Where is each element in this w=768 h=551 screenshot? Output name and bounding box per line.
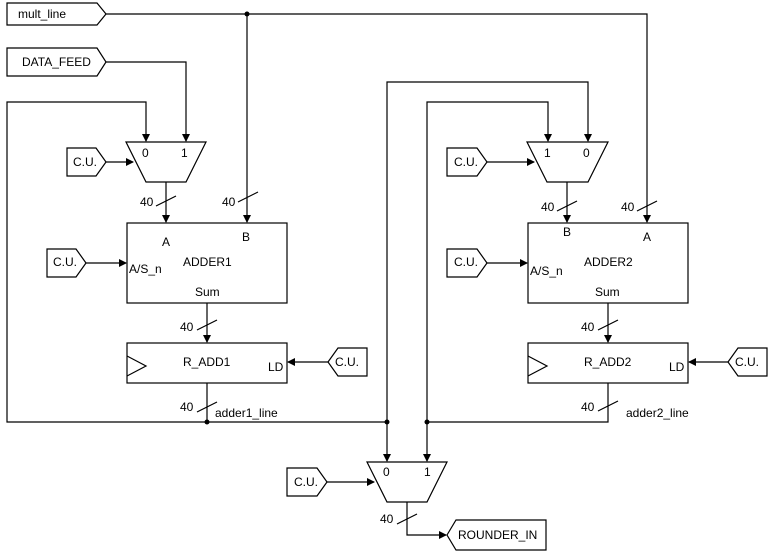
cu-mux2: C.U. (446, 147, 488, 177)
reg-add1-ld: LD (268, 360, 284, 374)
bus-width-reg1-out: 40 (180, 400, 194, 414)
cu-mux3-label: C.U. (294, 475, 318, 489)
port-rounder-in-label: ROUNDER_IN (458, 528, 537, 542)
bus-width-reg2-out: 40 (581, 400, 595, 414)
cu-adder1-label: C.U. (53, 255, 77, 269)
cu-reg2: C.U. (727, 347, 768, 377)
reg-add2-title: R_ADD2 (584, 355, 632, 369)
cu-reg2-label: C.U. (735, 355, 759, 369)
adder1: ADDER1 A B A/S_n Sum (126, 222, 288, 304)
mux1-input-0: 0 (142, 146, 149, 160)
adder1-sum: Sum (195, 285, 220, 299)
cu-mux1-label: C.U. (73, 155, 97, 169)
cu-reg1-label: C.U. (335, 355, 359, 369)
bus-width-adder2-a: 40 (621, 200, 635, 214)
mux2-input-1: 1 (544, 146, 551, 160)
adder2-sum: Sum (595, 285, 620, 299)
mux1: 0 1 (125, 141, 207, 183)
reg-add1-title: R_ADD1 (183, 355, 231, 369)
bus-width-mux1-out: 40 (140, 195, 154, 209)
cu-reg1: C.U. (327, 347, 368, 377)
reg-add1: R_ADD1 LD (126, 342, 288, 384)
wires (6, 11, 728, 539)
mux3-input-1: 1 (424, 465, 431, 479)
mux3-input-0: 0 (383, 465, 390, 479)
port-data-feed-label: DATA_FEED (22, 55, 91, 69)
cu-adder2: C.U. (446, 248, 488, 278)
reg-add2: R_ADD2 LD (527, 342, 689, 384)
adder2-title: ADDER2 (584, 255, 633, 269)
bus-width-mux3-out: 40 (380, 512, 394, 526)
adder1-input-a: A (162, 235, 170, 249)
adder2-input-a: A (643, 230, 651, 244)
bus-width-markers: 40 40 40 40 40 40 40 40 40 (140, 191, 658, 526)
cu-mux2-label: C.U. (454, 155, 478, 169)
bus-width-adder1-out: 40 (180, 320, 194, 334)
adder2: ADDER2 B A A/S_n Sum (527, 222, 689, 304)
mux2-input-0: 0 (583, 146, 590, 160)
net-label-adder1-line: adder1_line (215, 406, 278, 420)
cu-adder1: C.U. (46, 248, 87, 278)
bus-width-adder1-b: 40 (222, 195, 236, 209)
reg-add2-ld: LD (669, 360, 685, 374)
adder1-title: ADDER1 (183, 255, 232, 269)
adder1-input-b: B (242, 230, 250, 244)
port-mult-line-label: mult_line (18, 7, 66, 21)
mux1-input-1: 1 (181, 146, 188, 160)
bus-width-mux2-out: 40 (541, 200, 555, 214)
cu-mux3: C.U. (286, 467, 328, 497)
bus-width-adder2-out: 40 (581, 320, 595, 334)
port-mult-line: mult_line (6, 2, 107, 26)
mux2: 1 0 (526, 141, 609, 183)
cu-mux1: C.U. (66, 147, 107, 177)
adder2-input-b: B (563, 225, 571, 239)
adder1-mode: A/S_n (129, 262, 162, 276)
port-data-feed: DATA_FEED (6, 47, 107, 77)
cu-adder2-label: C.U. (454, 255, 478, 269)
mux3: 0 1 (366, 461, 448, 503)
net-label-adder2-line: adder2_line (626, 406, 689, 420)
adder2-mode: A/S_n (530, 264, 563, 278)
port-rounder-in: ROUNDER_IN (446, 519, 547, 551)
